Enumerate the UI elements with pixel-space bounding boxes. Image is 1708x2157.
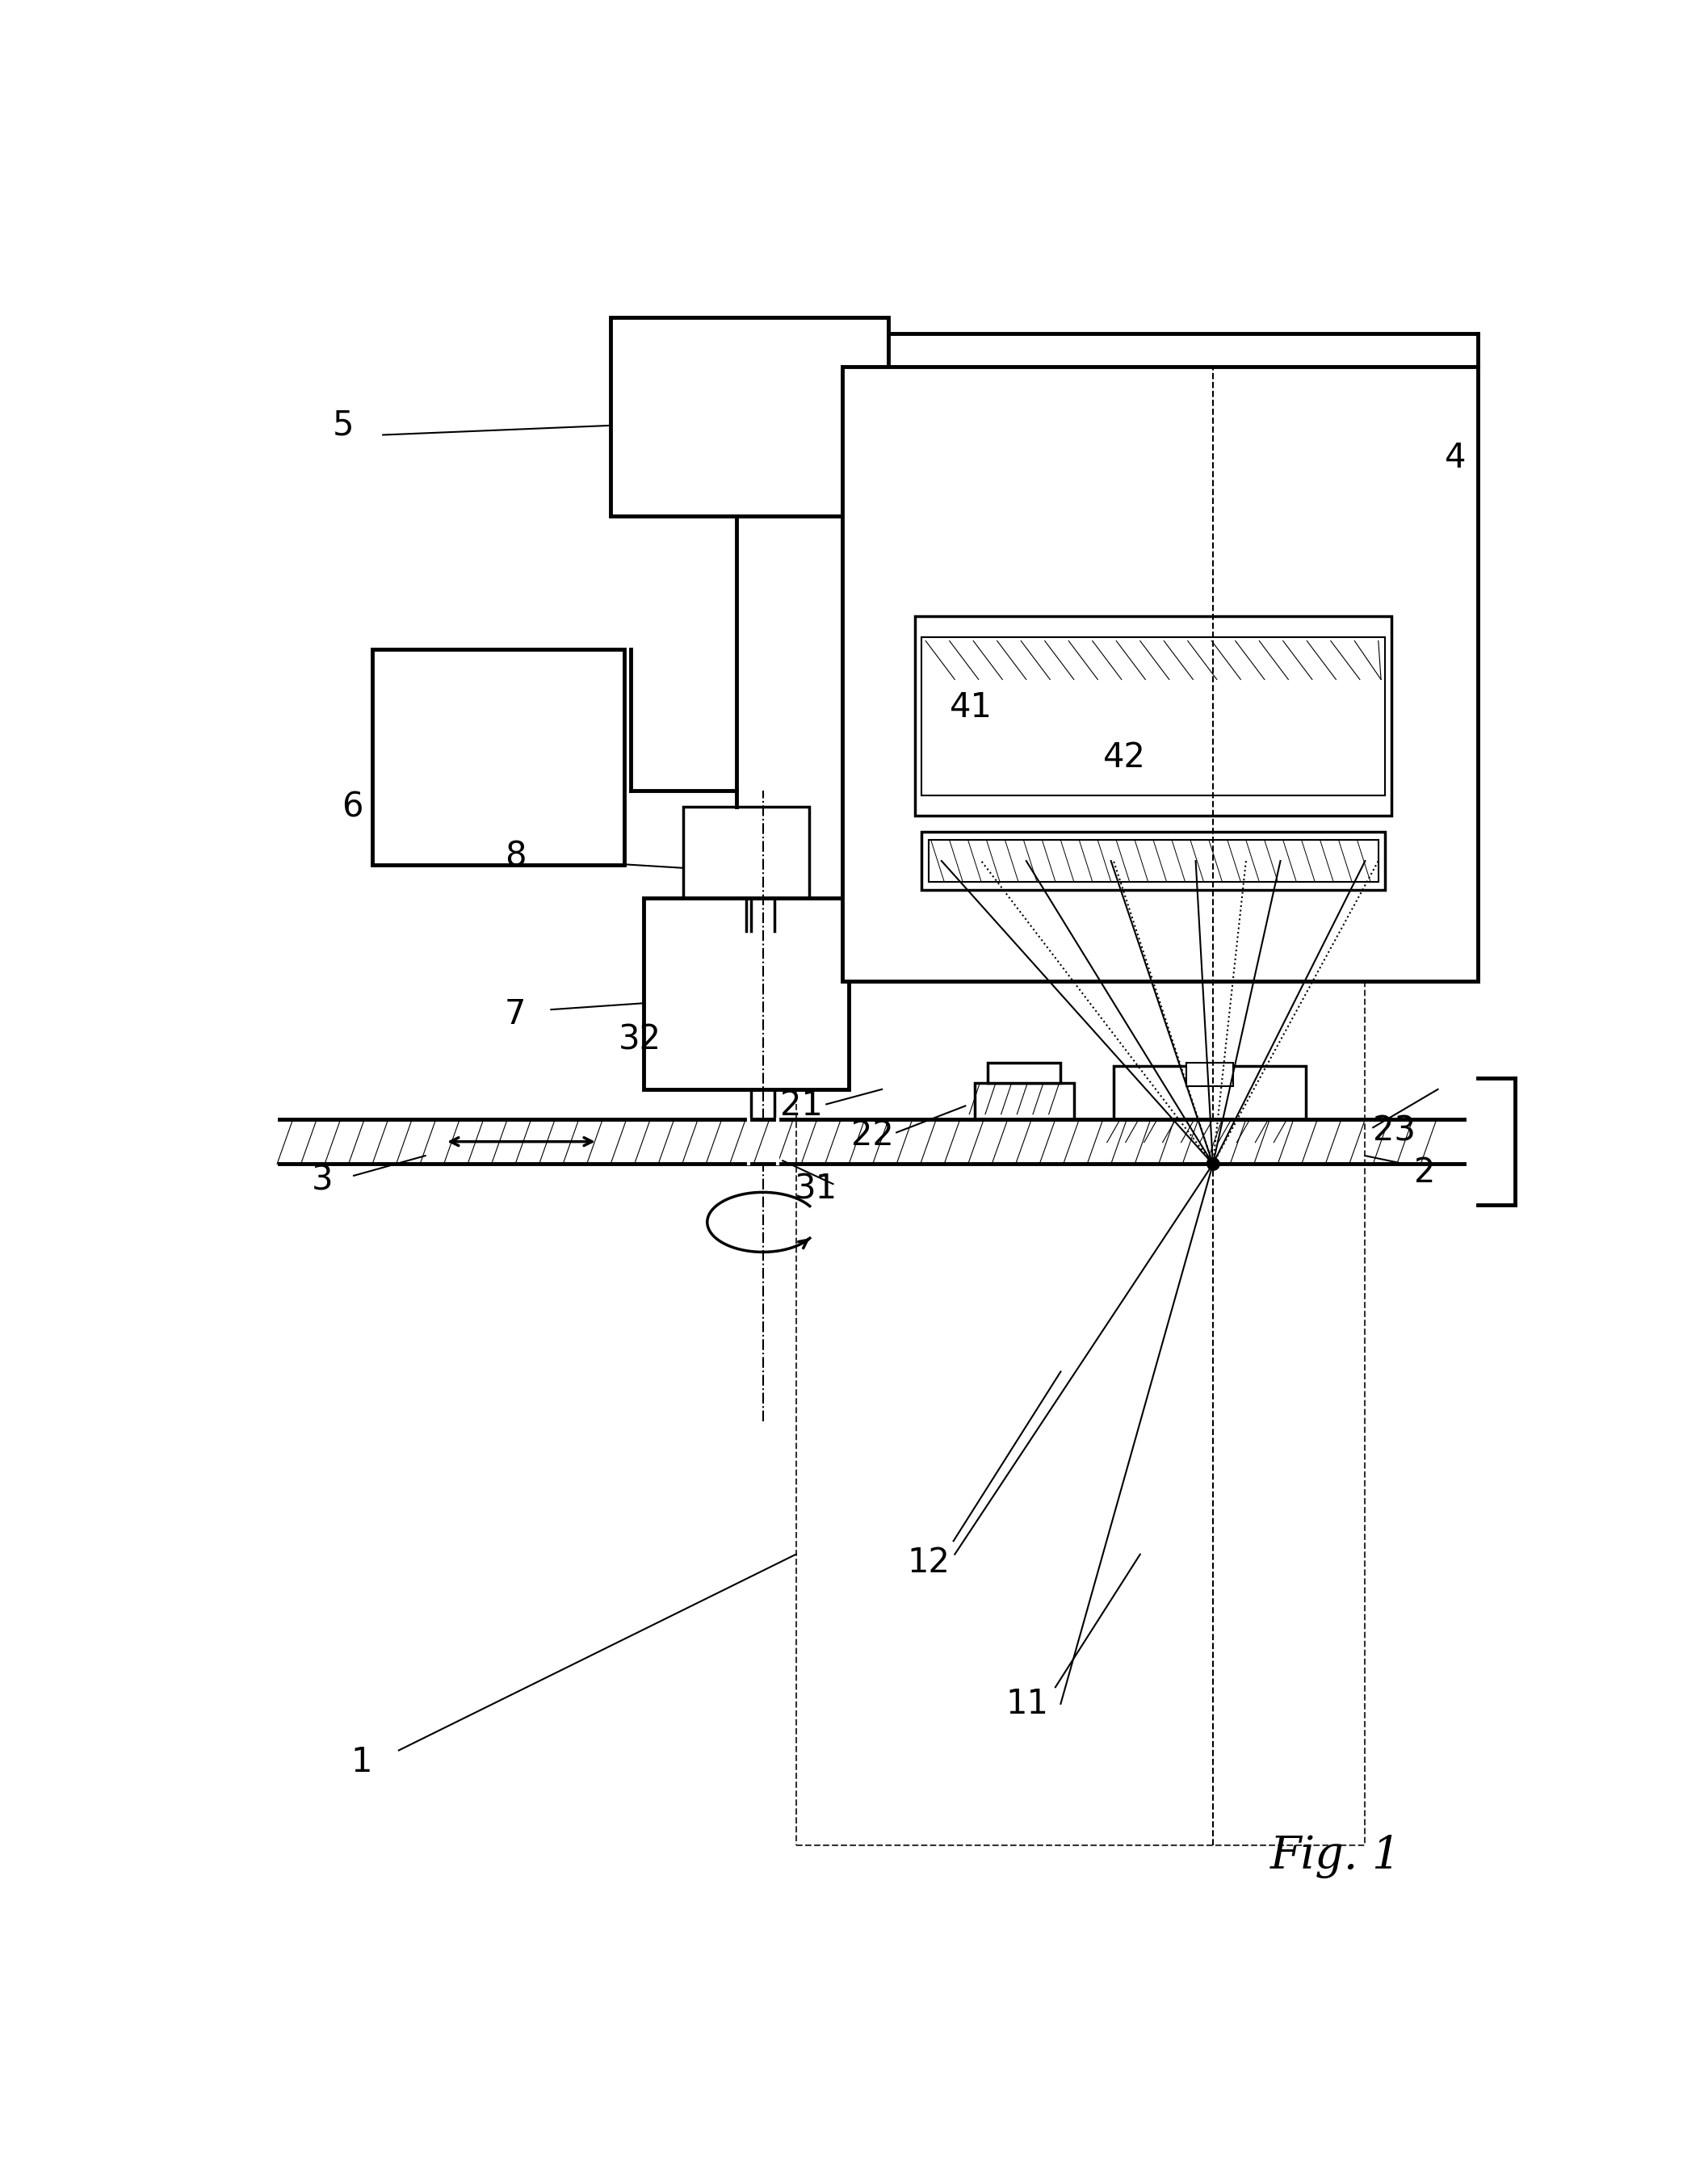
Text: 12: 12 [907,1547,950,1579]
Bar [929,839,1378,882]
Text: 3: 3 [311,1163,333,1197]
Text: 22: 22 [851,1119,893,1152]
Bar [611,317,888,516]
Bar [796,973,1365,1844]
Bar [644,897,849,1089]
Text: 41: 41 [950,690,992,725]
Bar [372,649,623,865]
Text: 5: 5 [333,408,354,442]
Bar [987,1063,1061,1083]
Bar [922,833,1385,891]
Text: 11: 11 [1006,1687,1049,1721]
Bar [683,807,810,932]
Bar [842,367,1477,981]
Text: 31: 31 [794,1171,837,1206]
Text: 6: 6 [342,789,364,824]
Text: 8: 8 [504,839,526,874]
Bar [915,617,1392,815]
Text: 2: 2 [1414,1156,1435,1189]
Text: 42: 42 [1103,740,1146,774]
Bar [922,638,1385,796]
Bar [1114,1066,1305,1119]
Text: 32: 32 [618,1022,661,1057]
Text: 21: 21 [781,1089,823,1124]
Text: Fig. 1: Fig. 1 [1271,1833,1402,1879]
Text: 1: 1 [352,1745,372,1780]
Text: 4: 4 [1445,442,1465,475]
Text: 23: 23 [1373,1113,1416,1148]
Text: 7: 7 [504,997,526,1031]
Bar [1187,1063,1233,1085]
Bar [975,1083,1074,1119]
